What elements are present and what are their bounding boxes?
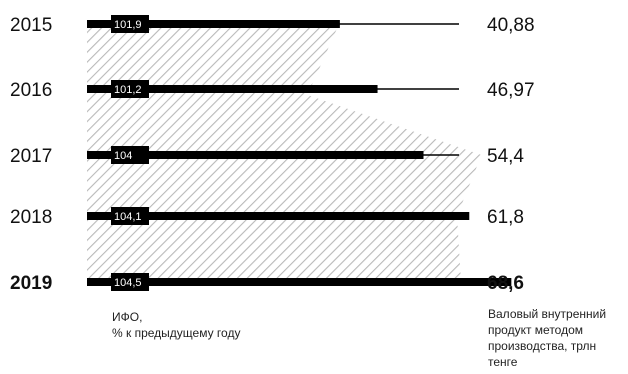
gdp-value-label: 61,8 bbox=[487, 207, 524, 228]
legend-gdp-line-1: Валовый внутренний bbox=[488, 307, 607, 321]
legend-ifo-line-2: % к предыдущему году bbox=[112, 326, 241, 340]
ifo-value-label: 104,5 bbox=[114, 277, 142, 289]
legend-gdp: Валовый внутренний продукт методом произ… bbox=[488, 306, 628, 374]
gdp-bar bbox=[87, 278, 512, 286]
labels-layer: 101,9 2015 40,88 101,2 2016 46,97 104 2017 54,4 1… bbox=[10, 15, 535, 294]
ifo-value-label: 101,2 bbox=[114, 84, 142, 96]
ifo-value-label: 101,9 bbox=[114, 19, 142, 31]
gdp-bar bbox=[87, 151, 424, 159]
gdp-bar bbox=[87, 20, 340, 28]
gdp-value-label: 40,88 bbox=[487, 15, 535, 36]
gdp-bar bbox=[87, 212, 470, 220]
gdp-bar bbox=[87, 85, 378, 93]
ifo-value-label: 104 bbox=[114, 150, 132, 162]
gdp-value-label: 68,6 bbox=[487, 273, 524, 294]
gdp-value-label: 46,97 bbox=[487, 80, 535, 101]
legend-ifo: ИФО, % к предыдущему году bbox=[112, 309, 240, 341]
legend-ifo-line-1: ИФО, bbox=[112, 310, 143, 324]
year-label: 2019 bbox=[10, 273, 52, 294]
ifo-label-box bbox=[111, 80, 149, 98]
ifo-label-box bbox=[111, 273, 149, 291]
gdp-bars-layer bbox=[87, 15, 512, 291]
ifo-label-box bbox=[111, 207, 149, 225]
ifo-value-label: 104,1 bbox=[114, 211, 142, 223]
ifo-label-box bbox=[111, 15, 149, 33]
gdp-value-label: 54,4 bbox=[487, 146, 524, 167]
legend-gdp-line-3: производства, трлн bbox=[488, 339, 597, 353]
year-label: 2016 bbox=[10, 80, 52, 101]
legend-gdp-line-4: тенге bbox=[488, 355, 518, 369]
year-label: 2017 bbox=[10, 146, 52, 167]
ifo-label-box bbox=[111, 146, 149, 164]
legend-gdp-line-2: продукт методом bbox=[488, 323, 584, 337]
year-label: 2018 bbox=[10, 207, 52, 228]
year-label: 2015 bbox=[10, 15, 52, 36]
